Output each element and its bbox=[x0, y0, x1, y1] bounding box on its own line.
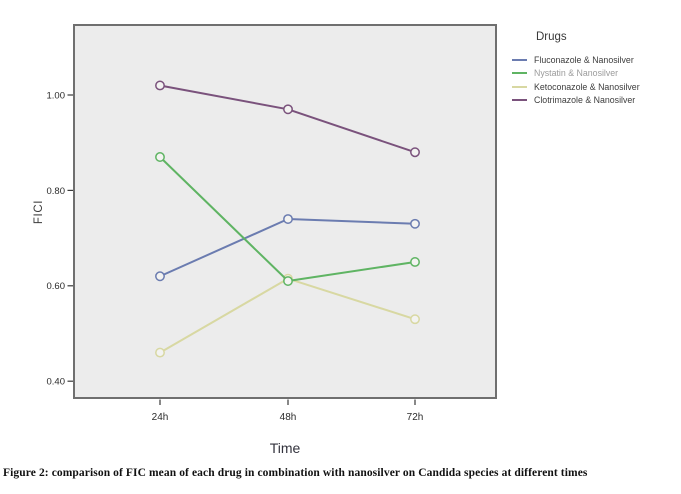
legend-title: Drugs bbox=[536, 31, 567, 43]
y-axis-title: FICI bbox=[33, 200, 45, 224]
y-tick-label: 0.80 bbox=[47, 186, 66, 197]
legend-item: Nystatin & Nanosilver bbox=[512, 67, 677, 81]
data-point-clotrimazole-24h bbox=[155, 80, 165, 91]
figure-caption: Figure 2: comparison of FIC mean of each… bbox=[3, 467, 588, 479]
legend-label: Nystatin & Nanosilver bbox=[534, 68, 619, 79]
x-tick-label: 48h bbox=[280, 412, 297, 423]
chart-legend: Drugs Fluconazole & Nanosilver Nystatin &… bbox=[512, 30, 677, 107]
data-point-fluconazole-48h bbox=[283, 214, 293, 224]
legend-swatch-icon bbox=[512, 58, 527, 61]
x-tick-label: 24h bbox=[152, 412, 169, 423]
y-tick-label: 0.60 bbox=[47, 281, 66, 292]
y-tick-label: 0.40 bbox=[47, 377, 66, 388]
data-point-nystatin-72h bbox=[410, 257, 420, 267]
legend-label: Fluconazole & Nanosilver bbox=[534, 54, 634, 65]
legend-items: Fluconazole & Nanosilver Nystatin & Nanos… bbox=[512, 53, 677, 107]
legend-swatch-icon bbox=[512, 72, 527, 75]
data-point-ketoconazole-24h bbox=[155, 347, 165, 358]
data-point-clotrimazole-72h bbox=[410, 147, 420, 158]
legend-swatch-icon bbox=[512, 99, 527, 102]
legend-item: Clotrimazole & Nanosilver bbox=[512, 94, 677, 108]
legend-label: Ketoconazole & Nanosilver bbox=[534, 81, 640, 92]
data-point-nystatin-24h bbox=[155, 152, 165, 162]
data-point-nystatin-48h bbox=[283, 276, 293, 286]
plot-area bbox=[73, 24, 497, 399]
data-point-fluconazole-72h bbox=[410, 218, 420, 229]
data-point-fluconazole-24h bbox=[155, 271, 165, 282]
x-axis-title: Time bbox=[270, 440, 301, 456]
y-tick-label: 1.00 bbox=[47, 90, 66, 101]
data-point-clotrimazole-48h bbox=[283, 104, 293, 115]
legend-item: Ketoconazole & Nanosilver bbox=[512, 80, 677, 94]
data-point-ketoconazole-72h bbox=[410, 314, 420, 325]
x-tick-label: 72h bbox=[407, 412, 424, 423]
legend-item: Fluconazole & Nanosilver bbox=[512, 53, 677, 67]
legend-swatch-icon bbox=[512, 85, 527, 88]
legend-label: Clotrimazole & Nanosilver bbox=[534, 95, 636, 106]
